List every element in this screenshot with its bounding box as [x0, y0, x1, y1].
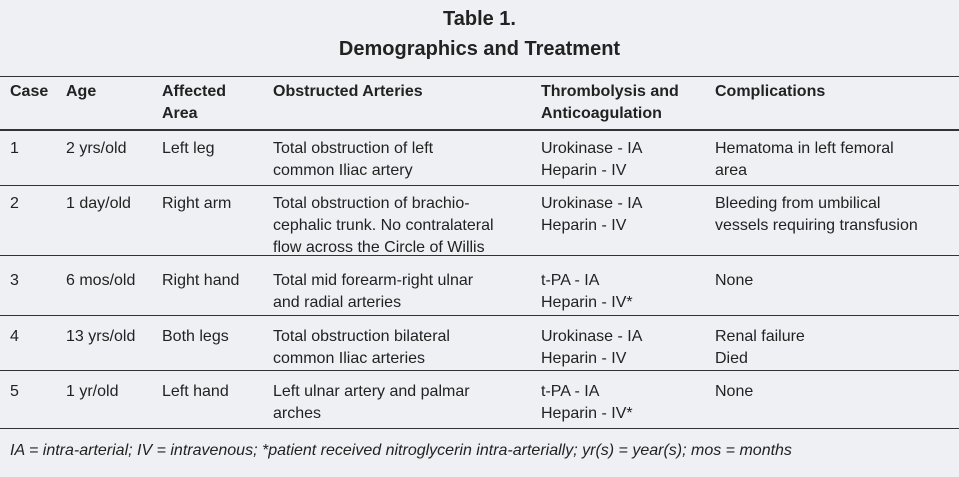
cell: Total obstruction of brachio-	[273, 195, 470, 212]
rule	[0, 76, 959, 77]
rule	[0, 185, 959, 186]
cell: Total obstruction of left	[273, 140, 434, 157]
cell: Left leg	[162, 140, 215, 157]
cell: 5	[10, 383, 19, 400]
cell: Heparin - IV	[541, 217, 627, 234]
cell: 2	[10, 195, 19, 212]
footnote: IA = intra-arterial; IV = intravenous; *…	[10, 442, 792, 459]
cell: Left hand	[162, 383, 229, 400]
cell: Right arm	[162, 195, 232, 212]
rule	[0, 315, 959, 316]
header-cell: Complications	[715, 83, 826, 100]
header-cell: Thrombolysis and	[541, 83, 679, 100]
cell: 4	[10, 328, 19, 345]
cell: and radial arteries	[273, 294, 402, 311]
cell: Heparin - IV	[541, 162, 627, 179]
header-cell: Age	[66, 83, 97, 100]
cell: flow across the Circle of Willis	[273, 239, 485, 256]
cell: Urokinase - IA	[541, 328, 643, 345]
cell: t-PA - IA	[541, 383, 600, 400]
rule	[0, 428, 959, 429]
cell: common Iliac arteries	[273, 350, 426, 367]
header-cell: Area	[162, 105, 198, 122]
cell: Heparin - IV*	[541, 405, 633, 422]
rule	[0, 370, 959, 371]
cell: 6 mos/old	[66, 272, 136, 289]
header-cell: Obstructed Arteries	[273, 83, 423, 100]
cell: Left ulnar artery and palmar	[273, 383, 470, 400]
cell: cephalic trunk. No contralateral	[273, 217, 494, 234]
cell: Total obstruction bilateral	[273, 328, 450, 345]
cell: 2 yrs/old	[66, 140, 127, 157]
header-cell: Affected	[162, 83, 227, 100]
cell: Heparin - IV	[541, 350, 627, 367]
header-cell: Anticoagulation	[541, 105, 662, 122]
cell: None	[715, 383, 754, 400]
title: Table 1.	[443, 8, 516, 30]
cell: Died	[715, 350, 748, 367]
cell: 1 day/old	[66, 195, 131, 212]
title: Demographics and Treatment	[338, 38, 621, 60]
cell: area	[715, 162, 748, 179]
rule	[0, 255, 959, 256]
cell: arches	[273, 405, 322, 422]
cell: 1	[10, 140, 19, 157]
cell: 1 yr/old	[66, 383, 119, 400]
cell: Urokinase - IA	[541, 140, 643, 157]
cell: Urokinase - IA	[541, 195, 643, 212]
cell: Renal failure	[715, 328, 805, 345]
header-cell: Case	[10, 83, 49, 100]
cell: Total mid forearm-right ulnar	[273, 272, 474, 289]
rule	[0, 129, 959, 131]
cell: Right hand	[162, 272, 240, 289]
cell: common Iliac artery	[273, 162, 413, 179]
cell: t-PA - IA	[541, 272, 600, 289]
cell: vessels requiring transfusion	[715, 217, 918, 234]
cell: None	[715, 272, 754, 289]
cell: Hematoma in left femoral	[715, 140, 894, 157]
cell: 13 yrs/old	[66, 328, 136, 345]
cell: Bleeding from umbilical	[715, 195, 881, 212]
cell: 3	[10, 272, 19, 289]
cell: Heparin - IV*	[541, 294, 633, 311]
cell: Both legs	[162, 328, 229, 345]
